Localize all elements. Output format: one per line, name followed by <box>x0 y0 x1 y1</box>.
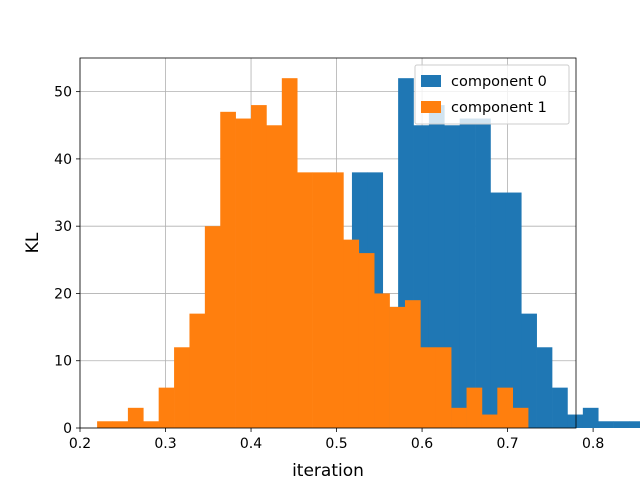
y-tick-label-2: 20 <box>54 286 72 302</box>
legend-label-component-0: component 0 <box>451 74 547 90</box>
bar-series-0-bin-27 <box>598 421 614 428</box>
bar-series-1-bin-16 <box>343 239 360 428</box>
bar-series-0-bin-18 <box>459 118 476 428</box>
bar-series-1-bin-24 <box>466 387 483 428</box>
x-tick-label-4: 0.6 <box>411 436 433 452</box>
bar-series-1-bin-27 <box>512 407 529 428</box>
bar-series-1-bin-22 <box>435 347 452 428</box>
x-tick-label-3: 0.5 <box>325 436 347 452</box>
bar-series-1-bin-8 <box>220 111 236 429</box>
axis-ticks: 0.2 0.3 0.4 0.5 0.6 0.7 0.8 0 10 20 30 40 50 <box>54 85 604 452</box>
bar-series-1-bin-26 <box>497 387 514 428</box>
legend-box <box>414 64 570 125</box>
y-tick-label-5: 50 <box>54 85 72 101</box>
legend-swatch-component-1 <box>421 101 441 113</box>
bar-series-1-bin-21 <box>420 347 437 428</box>
bar-series-0-bin-25 <box>567 414 584 428</box>
y-tick-label-0: 0 <box>63 421 72 437</box>
bar-series-1-bin-19 <box>389 306 406 428</box>
bar-series-1-bin-14 <box>312 172 329 428</box>
bar-series-1-bin-6 <box>189 313 206 428</box>
bar-series-1-bin-17 <box>358 253 375 428</box>
bar-series-1-bin-18 <box>374 293 390 428</box>
legend-label-component-1: component 1 <box>451 100 547 116</box>
bar-series-0-bin-28 <box>613 421 630 428</box>
bar-series-0-bin-19 <box>475 118 491 428</box>
x-tick-label-6: 0.8 <box>582 436 604 452</box>
x-tick-label-0: 0.2 <box>69 436 91 452</box>
y-axis-label: KL <box>23 232 43 253</box>
bar-series-0-bin-21 <box>505 192 522 428</box>
bar-series-1-bin-1 <box>112 421 129 428</box>
bar-series-0-bin-26 <box>582 407 599 428</box>
bar-series-1-bin-13 <box>297 172 313 428</box>
bar-series-1-bin-20 <box>404 300 421 428</box>
bar-series-1-bin-5 <box>174 347 190 428</box>
y-tick-label-4: 40 <box>54 152 72 168</box>
bar-series-1-bin-23 <box>451 407 467 428</box>
legend: component 0 component 1 <box>414 64 570 125</box>
bar-series-0-bin-20 <box>490 192 507 428</box>
bar-series-1-bin-11 <box>266 125 283 428</box>
bar-series-1-bin-2 <box>127 407 144 428</box>
legend-swatch-component-0 <box>421 75 441 87</box>
x-axis-label: iteration <box>292 461 364 480</box>
bar-series-0-bin-22 <box>521 313 537 428</box>
bar-series-1-bin-4 <box>158 387 175 428</box>
bar-series-1-bin-10 <box>251 105 267 428</box>
bar-series-0-bin-23 <box>536 347 553 428</box>
histogram-bars <box>97 78 640 429</box>
bar-series-1-bin-9 <box>235 118 252 428</box>
bar-series-1-bin-12 <box>281 78 298 428</box>
y-tick-label-1: 10 <box>54 354 72 370</box>
x-tick-label-5: 0.7 <box>496 436 518 452</box>
bar-series-1-bin-3 <box>143 421 159 428</box>
x-tick-label-1: 0.3 <box>154 436 176 452</box>
bar-series-1-bin-15 <box>328 172 344 428</box>
bar-series-1-bin-0 <box>97 421 113 428</box>
x-tick-label-2: 0.4 <box>240 436 262 452</box>
y-tick-label-3: 30 <box>54 219 72 235</box>
bar-series-1-bin-25 <box>481 414 498 428</box>
bar-series-1-bin-7 <box>204 226 221 428</box>
bar-series-0-bin-29 <box>629 421 640 428</box>
plot-frame <box>79 57 577 429</box>
bar-series-0-bin-24 <box>552 387 568 428</box>
